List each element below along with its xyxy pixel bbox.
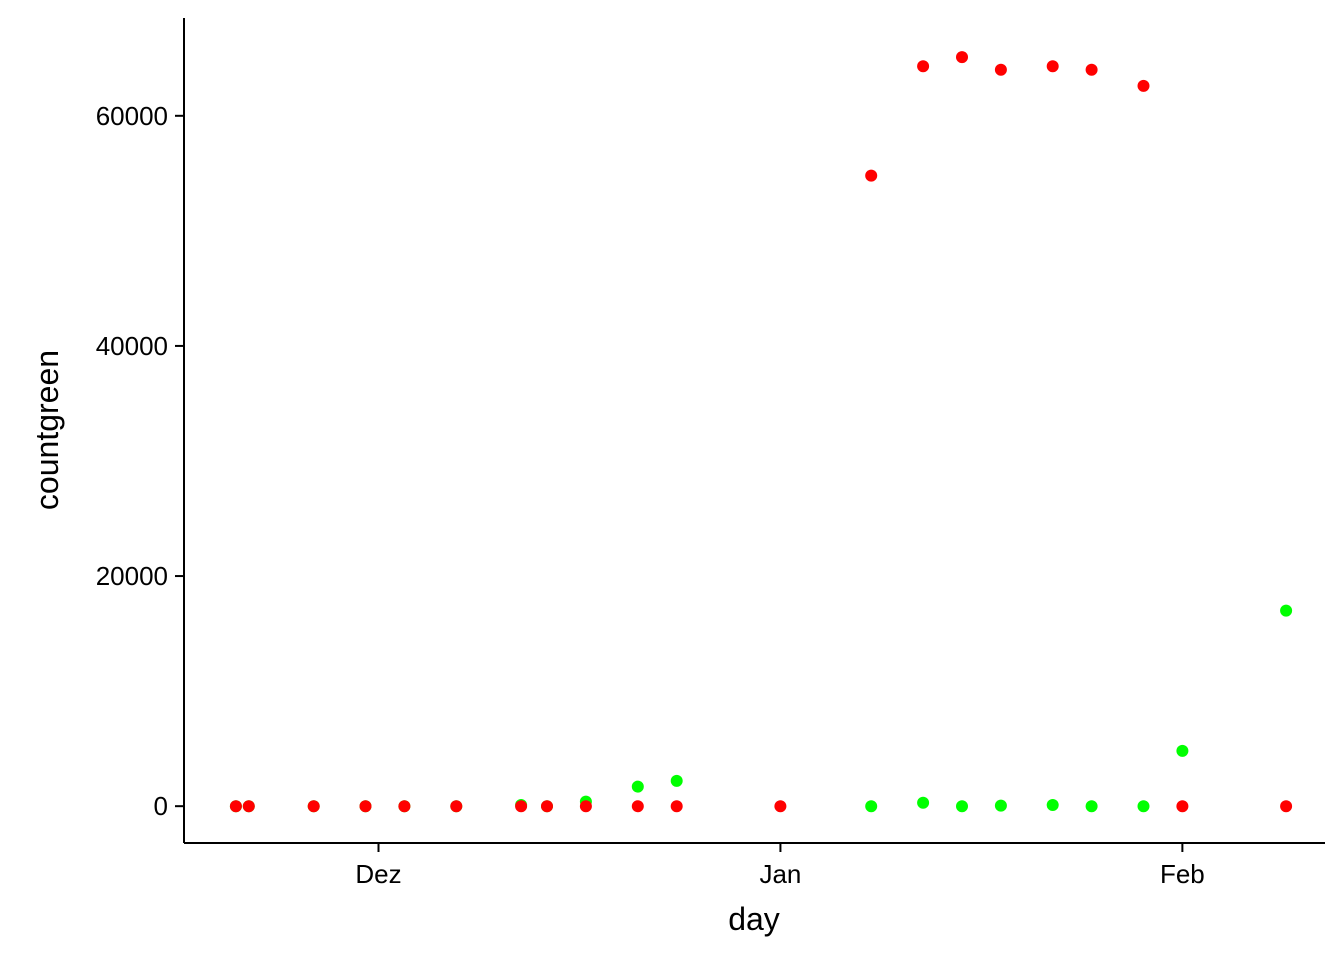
data-point	[917, 60, 930, 73]
data-point	[1280, 800, 1293, 813]
data-point	[994, 63, 1007, 76]
x-axis-title: day	[728, 901, 780, 937]
y-axis-title: countgreen	[29, 350, 65, 510]
data-point	[515, 800, 528, 813]
data-point	[1137, 800, 1150, 813]
y-tick-label: 20000	[96, 561, 168, 591]
data-point	[1046, 60, 1059, 73]
data-point	[1176, 744, 1189, 757]
data-point	[631, 800, 644, 813]
data-point	[631, 780, 644, 793]
data-point	[1046, 799, 1059, 811]
data-point	[1085, 63, 1098, 76]
y-tick-label: 40000	[96, 331, 168, 361]
data-point	[670, 800, 683, 813]
data-point	[774, 800, 787, 813]
x-tick-label: Feb	[1160, 859, 1205, 889]
data-point	[865, 800, 878, 813]
data-point	[670, 774, 683, 787]
data-point	[1137, 79, 1150, 92]
data-point	[1176, 800, 1189, 813]
data-point	[450, 800, 463, 813]
data-point	[956, 800, 968, 813]
data-point	[579, 800, 592, 813]
y-tick-label: 60000	[96, 101, 168, 131]
y-axis-ticks: 0 20000 40000 60000	[96, 101, 184, 821]
x-tick-label: Jan	[759, 859, 801, 889]
data-point	[307, 800, 320, 813]
x-tick-label: Dez	[355, 859, 401, 889]
y-tick-label: 0	[154, 791, 168, 821]
data-point	[1085, 800, 1098, 813]
data-point	[359, 800, 372, 813]
x-axis-ticks: Dez Jan Feb	[355, 843, 1205, 889]
data-point	[398, 800, 411, 813]
points-layer	[229, 51, 1293, 813]
data-point	[229, 800, 242, 813]
data-point	[994, 799, 1007, 812]
data-point	[917, 796, 930, 809]
data-point	[1280, 604, 1293, 617]
data-point	[242, 800, 255, 813]
data-point	[956, 51, 968, 64]
data-point	[865, 169, 878, 182]
data-point	[541, 800, 553, 813]
